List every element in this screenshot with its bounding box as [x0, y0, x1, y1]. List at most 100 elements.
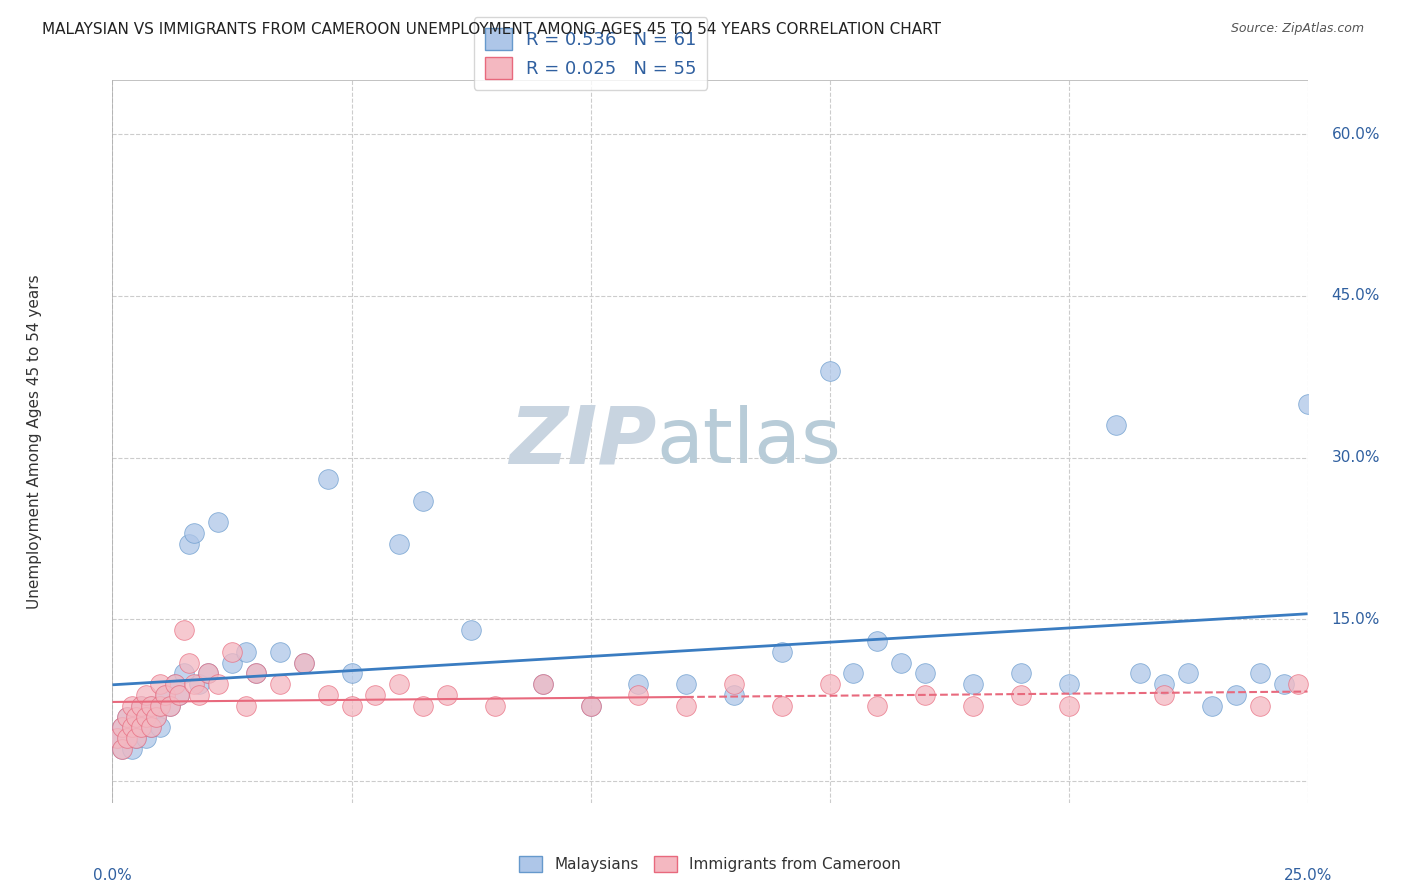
Point — [149, 698, 172, 713]
Point — [135, 709, 157, 723]
Point — [364, 688, 387, 702]
Legend: Malaysians, Immigrants from Cameroon: Malaysians, Immigrants from Cameroon — [513, 850, 907, 879]
Point — [770, 698, 793, 713]
Point — [292, 656, 315, 670]
Point — [149, 698, 172, 713]
Point — [125, 731, 148, 745]
Point — [121, 720, 143, 734]
Text: 15.0%: 15.0% — [1331, 612, 1379, 627]
Point — [627, 677, 650, 691]
Point — [412, 698, 434, 713]
Point — [139, 698, 162, 713]
Point — [235, 698, 257, 713]
Point — [159, 698, 181, 713]
Point — [145, 709, 167, 723]
Point — [1153, 688, 1175, 702]
Point — [914, 688, 936, 702]
Point — [269, 677, 291, 691]
Point — [316, 688, 339, 702]
Point — [818, 364, 841, 378]
Point — [135, 688, 157, 702]
Point — [627, 688, 650, 702]
Text: MALAYSIAN VS IMMIGRANTS FROM CAMEROON UNEMPLOYMENT AMONG AGES 45 TO 54 YEARS COR: MALAYSIAN VS IMMIGRANTS FROM CAMEROON UN… — [42, 22, 941, 37]
Point — [177, 537, 200, 551]
Point — [866, 634, 889, 648]
Point — [183, 526, 205, 541]
Point — [866, 698, 889, 713]
Point — [531, 677, 554, 691]
Point — [159, 698, 181, 713]
Point — [818, 677, 841, 691]
Point — [105, 731, 128, 745]
Point — [173, 624, 195, 638]
Point — [121, 742, 143, 756]
Point — [129, 698, 152, 713]
Point — [197, 666, 219, 681]
Point — [914, 666, 936, 681]
Point — [139, 720, 162, 734]
Text: 25.0%: 25.0% — [1284, 868, 1331, 882]
Point — [115, 709, 138, 723]
Point — [125, 709, 148, 723]
Point — [842, 666, 865, 681]
Point — [1105, 418, 1128, 433]
Point — [292, 656, 315, 670]
Point — [770, 645, 793, 659]
Point — [163, 677, 186, 691]
Point — [1010, 666, 1032, 681]
Point — [183, 677, 205, 691]
Point — [460, 624, 482, 638]
Point — [221, 645, 243, 659]
Point — [163, 677, 186, 691]
Point — [177, 656, 200, 670]
Point — [1057, 677, 1080, 691]
Point — [1272, 677, 1295, 691]
Text: 30.0%: 30.0% — [1331, 450, 1379, 466]
Text: Unemployment Among Ages 45 to 54 years: Unemployment Among Ages 45 to 54 years — [27, 274, 42, 609]
Point — [245, 666, 267, 681]
Point — [1129, 666, 1152, 681]
Point — [187, 688, 209, 702]
Point — [153, 688, 176, 702]
Point — [1201, 698, 1223, 713]
Point — [388, 677, 411, 691]
Point — [579, 698, 602, 713]
Point — [340, 698, 363, 713]
Point — [388, 537, 411, 551]
Point — [531, 677, 554, 691]
Text: Source: ZipAtlas.com: Source: ZipAtlas.com — [1230, 22, 1364, 36]
Point — [316, 472, 339, 486]
Point — [723, 677, 745, 691]
Point — [436, 688, 458, 702]
Text: atlas: atlas — [657, 405, 841, 478]
Point — [125, 709, 148, 723]
Point — [111, 720, 134, 734]
Point — [115, 731, 138, 745]
Point — [1249, 666, 1271, 681]
Point — [111, 742, 134, 756]
Point — [169, 688, 191, 702]
Point — [139, 720, 162, 734]
Point — [149, 720, 172, 734]
Point — [111, 720, 134, 734]
Point — [207, 677, 229, 691]
Text: 0.0%: 0.0% — [93, 868, 132, 882]
Point — [129, 720, 152, 734]
Point — [1286, 677, 1309, 691]
Point — [1225, 688, 1247, 702]
Point — [340, 666, 363, 681]
Point — [1057, 698, 1080, 713]
Point — [111, 742, 134, 756]
Text: 60.0%: 60.0% — [1331, 127, 1379, 142]
Point — [412, 493, 434, 508]
Point — [129, 698, 152, 713]
Point — [139, 698, 162, 713]
Point — [1153, 677, 1175, 691]
Point — [197, 666, 219, 681]
Point — [235, 645, 257, 659]
Point — [675, 677, 697, 691]
Point — [115, 731, 138, 745]
Point — [890, 656, 912, 670]
Point — [221, 656, 243, 670]
Point — [169, 688, 191, 702]
